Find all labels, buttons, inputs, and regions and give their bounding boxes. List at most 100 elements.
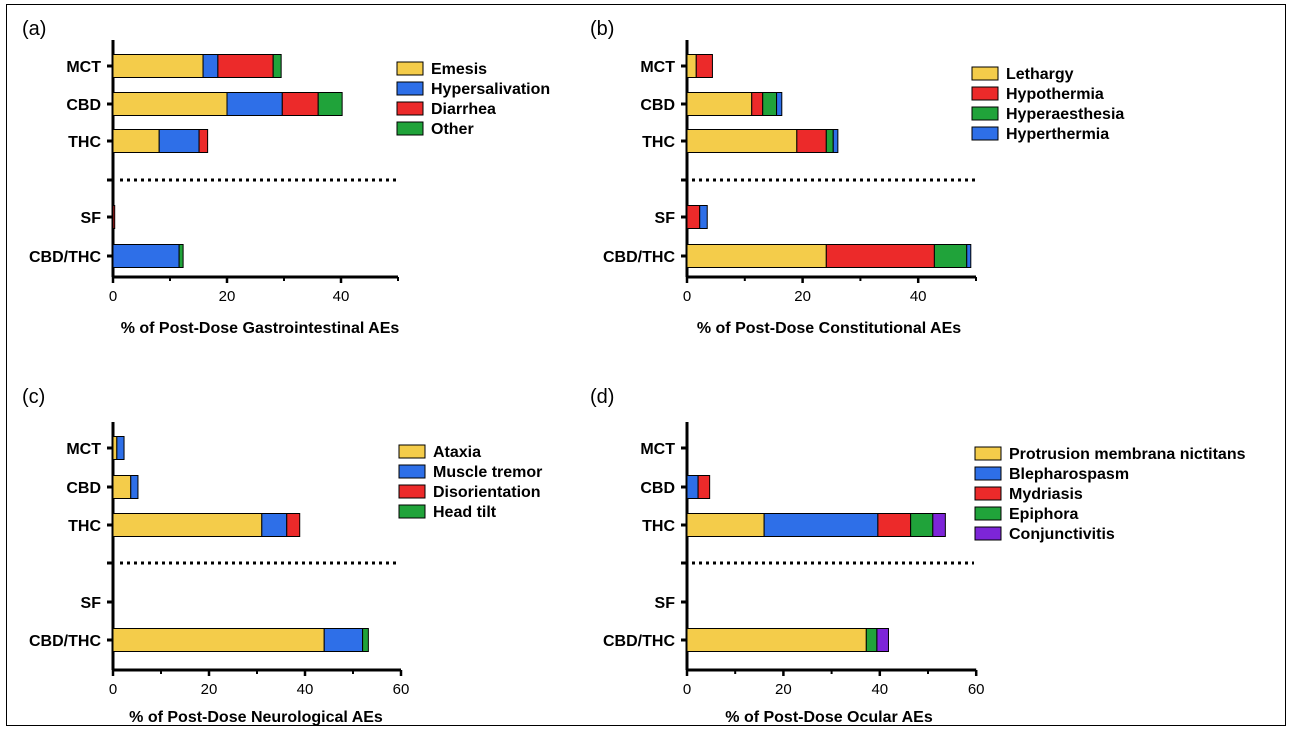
bar-thc-lethargy [686,129,798,153]
bar-mct-ataxia [112,436,118,460]
category-label-sf: SF [81,210,102,227]
bar-cbd-thc-other [178,244,184,268]
chart-panel-2: (c) MCT CBD THC SF CBD/THC 0 20 40 60 % of Post-Do… [22,386,542,726]
x-tick-label-0: 0 [683,288,691,305]
bar-cbd-thc-hypersalivation [112,244,180,268]
category-label-thc: THC [68,518,101,535]
legend-label-emesis: Emesis [431,61,487,78]
bar-mct-other [272,54,282,78]
legend-swatch-hypothermia [971,86,999,101]
legend-label-ataxia: Ataxia [433,444,481,461]
legend-label-conjunctivitis: Conjunctivitis [1009,526,1115,543]
bar-cbd-thc-hypothermia [825,244,935,268]
x-tick-label-60: 60 [968,681,985,698]
category-label-cbd: CBD [66,97,101,114]
bar-thc-disorientation [286,513,301,537]
legend-swatch-conjunctivitis [974,526,1002,541]
bar-cbd-hypersalivation [226,92,283,116]
x-tick-label-20: 20 [219,288,236,305]
bar-thc-muscle-tremor [261,513,288,537]
bar-cbd-thc-muscle-tremor [323,628,364,652]
bar-cbd-emesis [112,92,228,116]
bar-cbd-thc-head-tilt [362,628,369,652]
legend-swatch-blepharospasm [974,466,1002,481]
legend-swatch-protrusion-membrana-nictitans [974,446,1002,461]
legend-swatch-lethargy [971,66,999,81]
category-label-sf: SF [655,210,676,227]
bar-cbd-diarrhea [281,92,319,116]
category-label-sf: SF [81,595,102,612]
x-axis-label: % of Post-Dose Constitutional AEs [697,320,961,337]
legend-label-diarrhea: Diarrhea [431,101,496,118]
x-tick-label-0: 0 [683,681,691,698]
bar-thc-hyperaesthesia [825,129,834,153]
bar-cbd-thc-hyperaesthesia [933,244,968,268]
x-tick-label-40: 40 [871,681,888,698]
legend-label-hypersalivation: Hypersalivation [431,81,550,98]
category-label-mct: MCT [640,441,675,458]
panel-label: (c) [22,386,45,408]
legend-label-hypothermia: Hypothermia [1006,86,1104,103]
x-tick-label-60: 60 [393,681,410,698]
chart-panel-0: (a) MCT CBD THC SF CBD/THC 0 20 40 % of Post-Dose… [22,18,550,337]
bar-cbd-thc-protrusion-membrana-nictitans [686,628,867,652]
x-axis-label: % of Post-Dose Gastrointestinal AEs [121,320,400,337]
chart-panel-1: (b) MCT CBD THC SF CBD/THC 0 20 40 % of Post-Dose… [590,18,1124,337]
category-label-cbd: CBD [66,480,101,497]
category-label-sf: SF [655,595,676,612]
x-tick-label-0: 0 [109,288,117,305]
bar-cbd-hyperthermia [776,92,783,116]
category-label-mct: MCT [66,441,101,458]
category-label-cbd-thc: CBD/THC [29,633,101,650]
category-label-thc: THC [642,518,675,535]
bar-mct-diarrhea [217,54,274,78]
panel-label: (b) [590,18,614,40]
legend-swatch-disorientation [398,484,426,499]
legend-label-protrusion-membrana-nictitans: Protrusion membrana nictitans [1009,446,1246,463]
x-axis-label: % of Post-Dose Ocular AEs [725,709,933,726]
x-tick-label-20: 20 [201,681,218,698]
bar-cbd-lethargy [686,92,753,116]
bar-mct-emesis [112,54,204,78]
bar-mct-hypersalivation [202,54,219,78]
x-tick-label-40: 40 [910,288,927,305]
bar-cbd-other [317,92,343,116]
category-label-thc: THC [68,134,101,151]
category-label-cbd-thc: CBD/THC [603,633,675,650]
bar-cbd-thc-ataxia [112,628,325,652]
bar-sf-diarrhea [112,205,116,229]
bar-thc-protrusion-membrana-nictitans [686,513,765,537]
bar-cbd-thc-hyperthermia [966,244,972,268]
bar-thc-emesis [112,129,160,153]
bar-thc-mydriasis [877,513,912,537]
bar-thc-hypothermia [796,129,827,153]
bar-thc-conjunctivitis [932,513,946,537]
bar-thc-ataxia [112,513,263,537]
bar-thc-diarrhea [198,129,209,153]
legend-label-hyperaesthesia: Hyperaesthesia [1006,106,1124,123]
bar-mct-lethargy [686,54,697,78]
legend-label-disorientation: Disorientation [433,484,541,501]
bar-cbd-ataxia [112,475,132,499]
x-axis-label: % of Post-Dose Neurological AEs [129,709,383,726]
legend-swatch-ataxia [398,444,426,459]
category-label-cbd-thc: CBD/THC [29,249,101,266]
legend-swatch-hypersalivation [396,81,424,96]
chart-panel-3: (d) MCT CBD THC SF CBD/THC 0 20 40 60 % of Post-Do… [590,386,1246,726]
legend-label-other: Other [431,121,474,138]
bar-cbd-muscle-tremor [130,475,139,499]
category-label-mct: MCT [66,59,101,76]
figure-border [6,4,1286,726]
legend-label-epiphora: Epiphora [1009,506,1078,523]
legend-swatch-other [396,121,424,136]
x-tick-label-20: 20 [794,288,811,305]
x-tick-label-0: 0 [109,681,117,698]
legend-label-muscle-tremor: Muscle tremor [433,464,542,481]
legend-label-lethargy: Lethargy [1006,66,1074,83]
legend-swatch-muscle-tremor [398,464,426,479]
legend-swatch-hyperaesthesia [971,106,999,121]
bar-cbd-mydriasis [697,475,711,499]
category-label-mct: MCT [640,59,675,76]
